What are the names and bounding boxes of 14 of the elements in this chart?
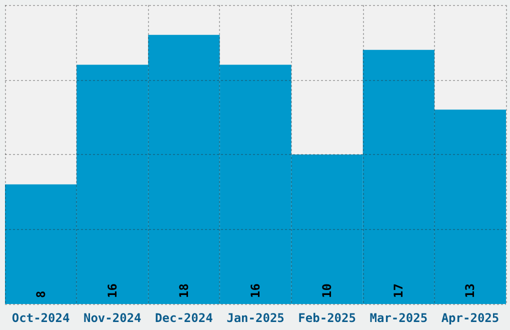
data-label: 10 xyxy=(320,284,334,298)
x-tick-label: Apr-2025 xyxy=(441,311,500,325)
data-label: 13 xyxy=(463,284,478,298)
x-tick-label: Dec-2024 xyxy=(155,311,213,325)
data-label: 8 xyxy=(34,290,48,298)
data-label: 17 xyxy=(392,284,406,298)
x-tick-label: Jan-2025 xyxy=(226,311,284,325)
x-tick-label: Mar-2025 xyxy=(370,311,428,325)
data-label: 18 xyxy=(176,284,191,298)
x-tick-label: Feb-2025 xyxy=(298,311,356,325)
x-tick-label: Nov-2024 xyxy=(83,311,142,325)
data-label: 16 xyxy=(105,284,120,298)
x-tick-label: Oct-2024 xyxy=(12,311,70,325)
data-label: 16 xyxy=(248,284,262,298)
